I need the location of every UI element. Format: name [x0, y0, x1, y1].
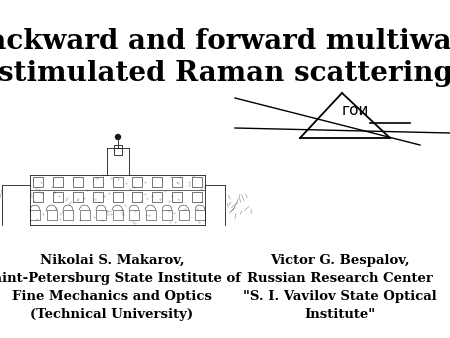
Bar [96, 210, 106, 220]
Bar [195, 210, 205, 220]
Bar [162, 210, 172, 220]
Bar [112, 177, 122, 187]
Bar [73, 192, 83, 202]
Text: Backward and forward multiwave: Backward and forward multiwave [0, 28, 450, 55]
Bar [53, 177, 63, 187]
Bar [112, 210, 122, 220]
Bar [145, 210, 156, 220]
Bar [93, 192, 103, 202]
Bar [132, 177, 142, 187]
Bar [30, 210, 40, 220]
Circle shape [116, 135, 121, 140]
Bar [33, 192, 43, 202]
Bar [93, 177, 103, 187]
Text: stimulated Raman scattering: stimulated Raman scattering [0, 60, 450, 87]
Bar [53, 192, 63, 202]
Bar [152, 192, 162, 202]
Bar [132, 192, 142, 202]
Bar [33, 177, 43, 187]
Bar [46, 210, 57, 220]
Bar [192, 192, 202, 202]
Bar [63, 210, 73, 220]
Text: гои: гои [341, 103, 369, 118]
Bar [172, 192, 182, 202]
Bar [172, 177, 182, 187]
Bar [112, 192, 122, 202]
Text: Victor G. Bespalov,
Russian Research Center
"S. I. Vavilov State Optical
Institu: Victor G. Bespalov, Russian Research Cen… [243, 254, 437, 321]
Bar [192, 177, 202, 187]
Bar [129, 210, 139, 220]
Bar [152, 177, 162, 187]
Text: Nikolai S. Makarov,
Saint-Petersburg State Institute of
Fine Mechanics and Optic: Nikolai S. Makarov, Saint-Petersburg Sta… [0, 254, 240, 321]
Bar [80, 210, 90, 220]
Bar [179, 210, 189, 220]
Bar [114, 145, 122, 155]
Bar [73, 177, 83, 187]
